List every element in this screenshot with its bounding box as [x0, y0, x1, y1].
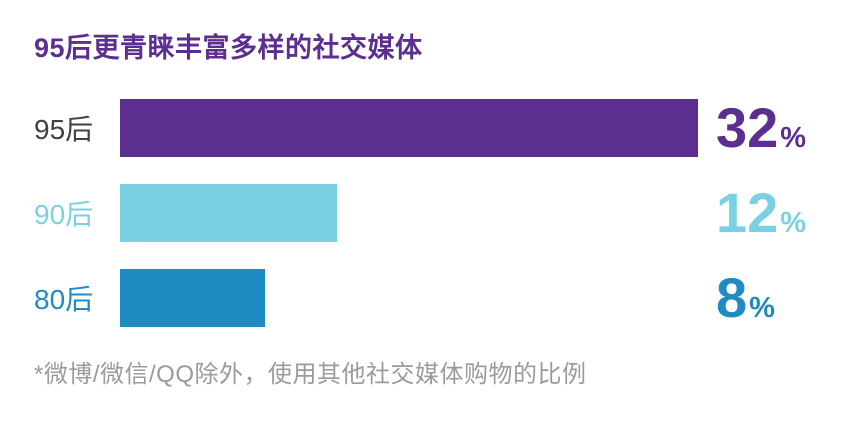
value-percent-sign: %: [780, 207, 807, 239]
value-number: 8: [716, 266, 748, 329]
bar-row-90hou: 90后 12 %: [34, 184, 832, 242]
value-label-90hou: 12 %: [716, 185, 806, 241]
category-label-80hou: 80后: [34, 284, 94, 315]
bar-track: [120, 269, 698, 327]
chart-title: 95后更青睐丰富多样的社交媒体: [34, 33, 423, 63]
category-label-95hou: 95后: [34, 114, 94, 145]
value-percent-sign: %: [780, 122, 807, 154]
bar-95hou: [120, 99, 698, 157]
value-number: 32: [716, 96, 779, 159]
bar-row-80hou: 80后 8 %: [34, 269, 832, 327]
value-percent-sign: %: [749, 292, 775, 324]
category-label-90hou: 90后: [34, 199, 94, 230]
value-label-80hou: 8 %: [716, 270, 775, 326]
value-label-95hou: 32 %: [716, 100, 806, 156]
bar-track: [120, 99, 698, 157]
bar-80hou: [120, 269, 265, 327]
bar-track: [120, 184, 698, 242]
value-number: 12: [716, 181, 779, 244]
chart-footnote: *微博/微信/QQ除外，使用其他社交媒体购物的比例: [34, 361, 587, 388]
bar-row-95hou: 95后 32 %: [34, 99, 832, 157]
bar-90hou: [120, 184, 337, 242]
